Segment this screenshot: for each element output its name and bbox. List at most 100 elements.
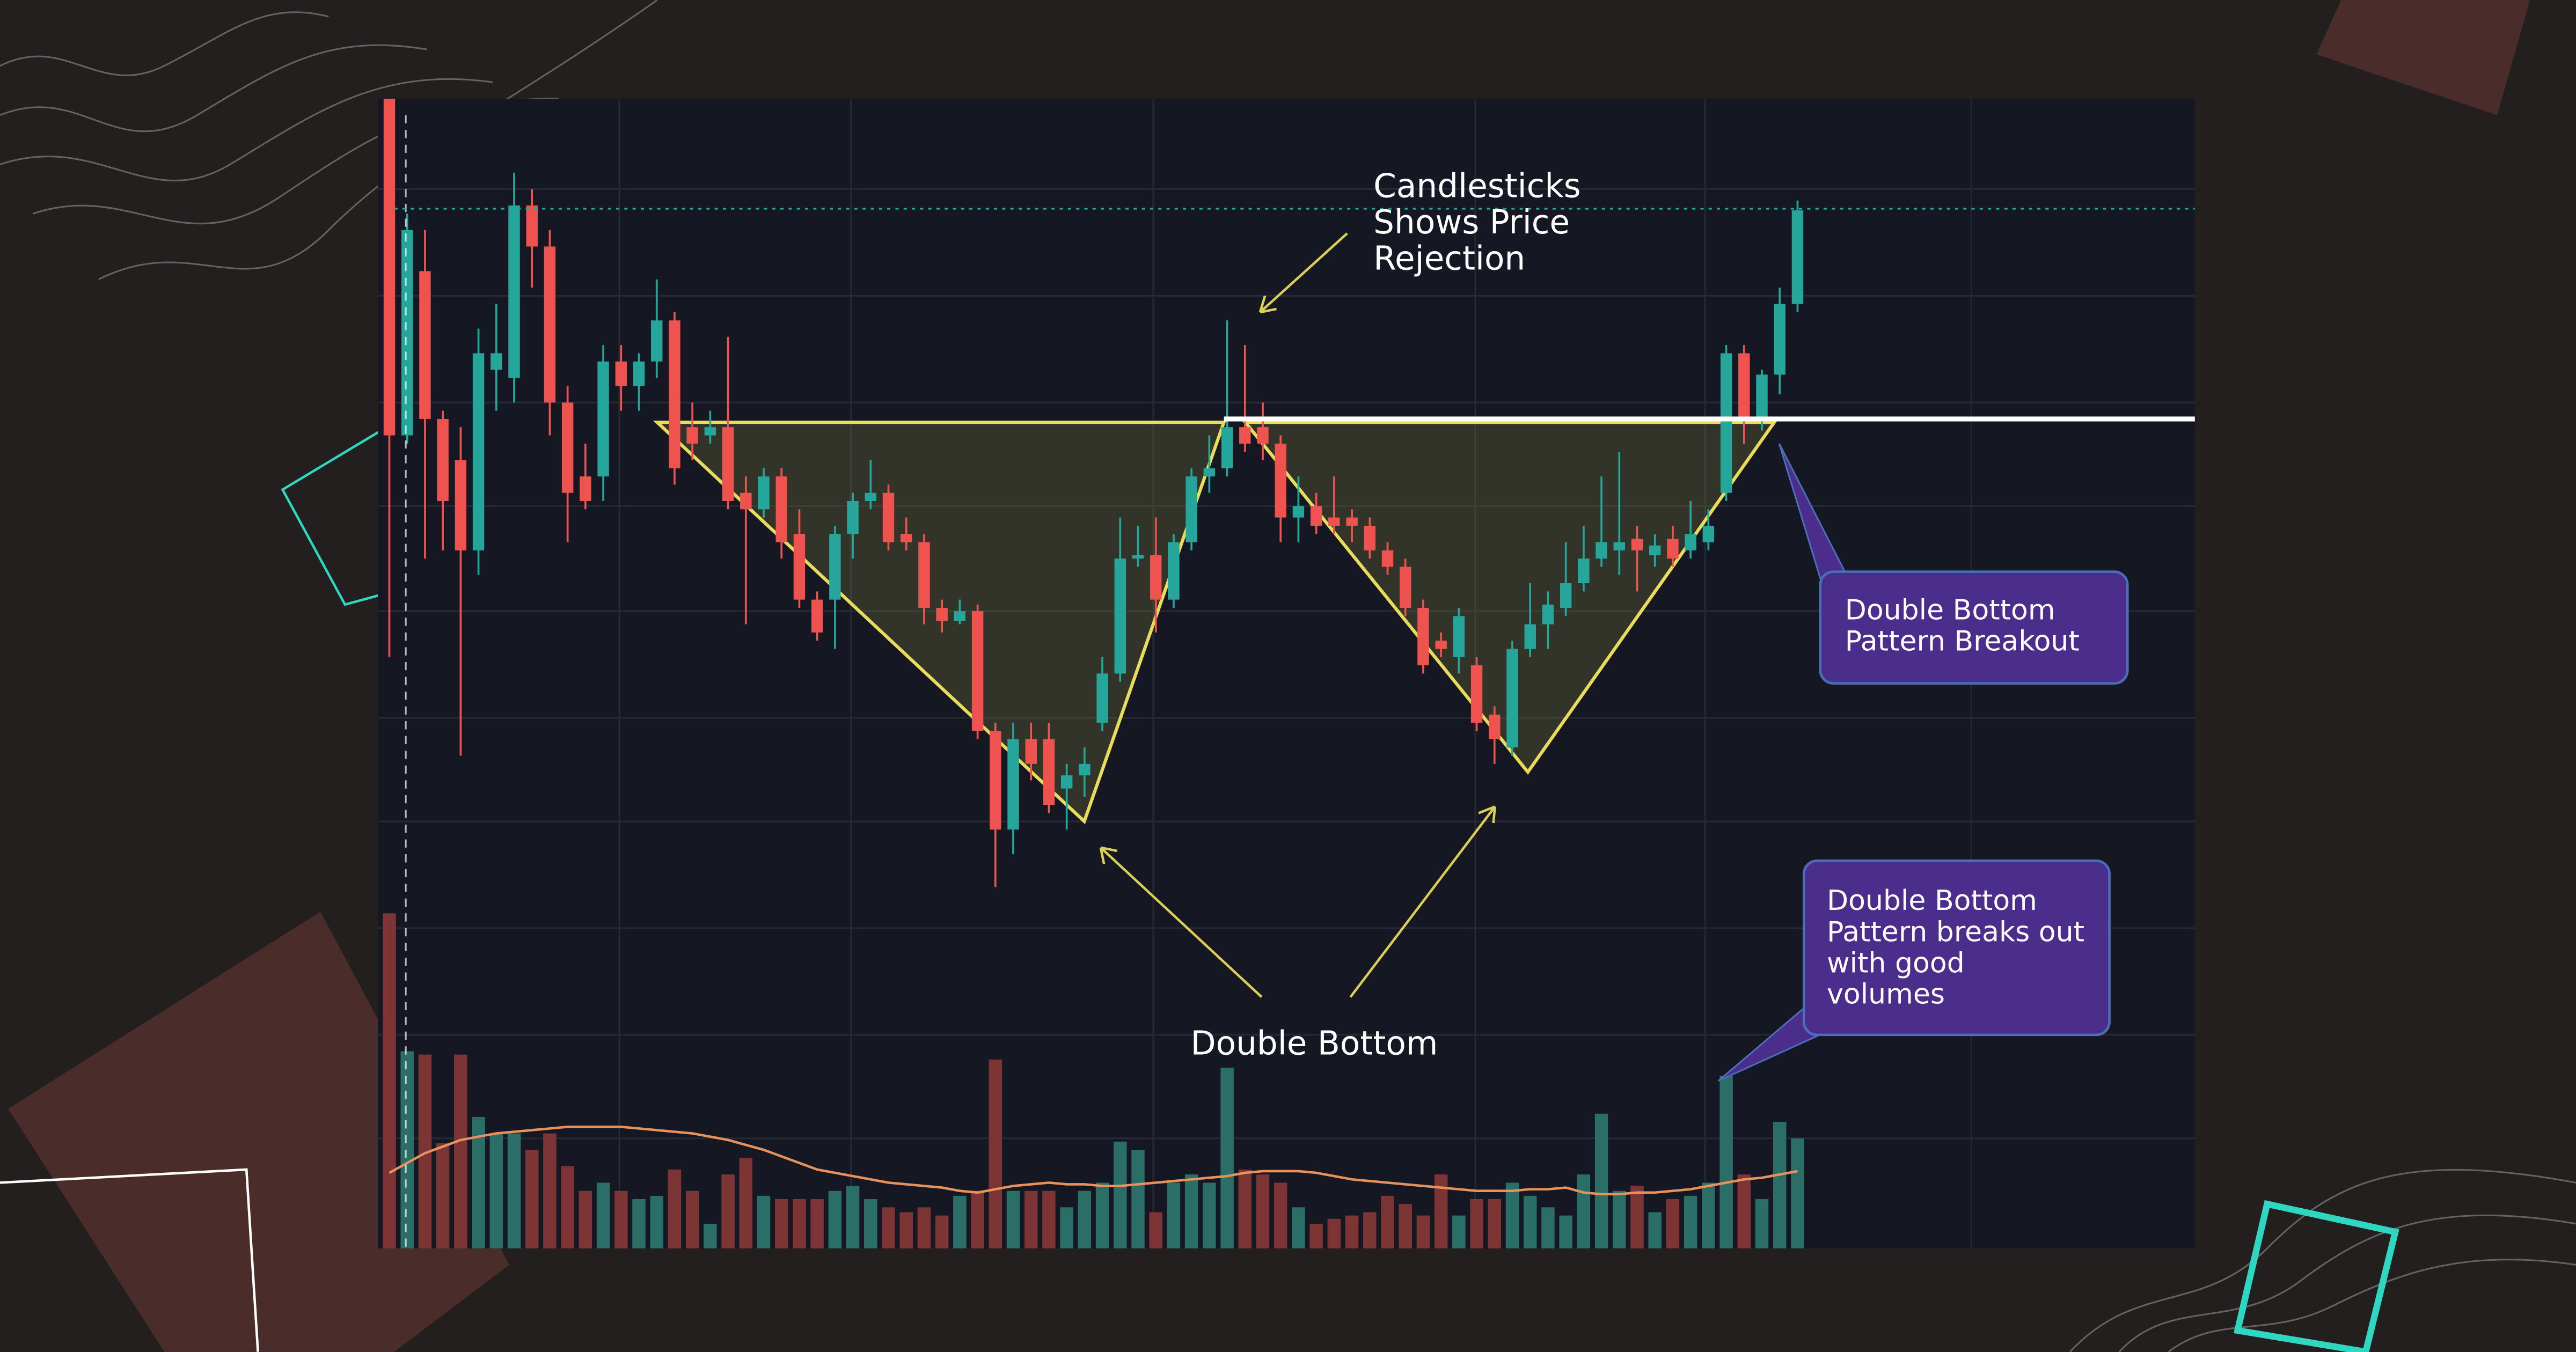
candle-body xyxy=(544,246,556,403)
candle-body xyxy=(1774,304,1785,375)
volume-bar xyxy=(1184,1174,1198,1248)
candle-body xyxy=(472,353,485,550)
volume-bar xyxy=(828,1191,842,1248)
decor-square xyxy=(2316,0,2530,115)
volume-bar xyxy=(1309,1223,1323,1248)
volume-bar xyxy=(436,1143,450,1248)
volume-bar xyxy=(632,1199,646,1248)
volume-bar xyxy=(1577,1174,1591,1248)
candle-body xyxy=(1043,739,1055,805)
candle-body xyxy=(722,427,734,501)
volume-bar xyxy=(1292,1207,1305,1248)
candle-body xyxy=(651,320,663,362)
candle-body xyxy=(1791,210,1804,304)
volume-bar xyxy=(1095,1182,1109,1248)
candle-body xyxy=(1257,427,1269,444)
volume-bar xyxy=(1559,1215,1572,1248)
candle-body xyxy=(793,534,806,600)
volume-bar xyxy=(757,1195,771,1248)
candle-body xyxy=(633,361,645,386)
callout-text: Double Bottom xyxy=(1827,885,2037,917)
candle-body xyxy=(1007,739,1019,830)
candle-body xyxy=(561,402,574,493)
candle-body xyxy=(1489,714,1501,739)
volume-bar xyxy=(1737,1174,1751,1248)
volume-bar xyxy=(1452,1215,1466,1248)
candle-body xyxy=(437,418,449,501)
callout-text: volumes xyxy=(1827,979,1945,1011)
volume-bar xyxy=(579,1191,592,1248)
candle-body xyxy=(1649,545,1661,555)
candle-body xyxy=(936,607,948,621)
candle-body xyxy=(1221,427,1233,468)
callout-text: Pattern breaks out xyxy=(1827,916,2084,948)
candle-body xyxy=(1132,555,1144,559)
volume-bar xyxy=(1381,1195,1394,1248)
candle-body xyxy=(1738,353,1750,419)
callout-text: Double Bottom xyxy=(1845,594,2055,626)
volume-bar xyxy=(899,1212,913,1248)
volume-bar xyxy=(1666,1199,1680,1248)
candle-body xyxy=(829,534,841,600)
volume-bar xyxy=(1648,1212,1662,1248)
annotation-text: Rejection xyxy=(1373,239,1525,277)
volume-bar xyxy=(1791,1138,1804,1248)
volume-bar xyxy=(971,1191,984,1248)
volume-bar xyxy=(1274,1182,1287,1248)
candle-body xyxy=(1453,616,1465,657)
candle-body xyxy=(1542,604,1554,624)
candle-body xyxy=(758,476,770,510)
candle-body xyxy=(1346,517,1358,526)
candle-body xyxy=(1417,607,1429,666)
volume-bar xyxy=(1078,1191,1092,1248)
volume-bar xyxy=(704,1223,717,1248)
candle-body xyxy=(1702,525,1715,542)
candle-body xyxy=(971,611,984,731)
candle-body xyxy=(1025,739,1037,764)
annotation-text: Double Bottom xyxy=(1191,1025,1438,1063)
volume-bar xyxy=(917,1207,931,1248)
volume-bar xyxy=(561,1166,574,1248)
volume-bar xyxy=(953,1195,967,1248)
volume-bar xyxy=(1488,1199,1502,1248)
volume-bar xyxy=(1042,1191,1056,1248)
candle-body xyxy=(1096,673,1108,723)
candle-body xyxy=(597,361,609,477)
candle-body xyxy=(882,493,895,542)
volume-bar xyxy=(1060,1207,1073,1248)
volume-bar xyxy=(472,1116,485,1248)
volume-bar xyxy=(1684,1195,1697,1248)
candle-body xyxy=(1756,374,1768,419)
volume-bar xyxy=(1363,1212,1377,1248)
candle-body xyxy=(1685,534,1696,550)
volume-bar xyxy=(846,1186,860,1248)
volume-bar xyxy=(1613,1191,1626,1248)
volume-bar xyxy=(1719,1076,1733,1248)
candle-body xyxy=(1400,567,1411,608)
candle-body xyxy=(1310,506,1322,526)
candle-body xyxy=(1060,775,1073,789)
candle-body xyxy=(419,271,431,419)
volume-bar xyxy=(1220,1068,1234,1248)
candle-body xyxy=(1079,763,1091,776)
volume-bar xyxy=(1114,1141,1127,1248)
candle-body xyxy=(1435,641,1447,649)
volume-bar xyxy=(1149,1212,1162,1248)
candle-body xyxy=(918,542,930,608)
volume-bar xyxy=(596,1182,610,1248)
volume-bar xyxy=(739,1158,753,1248)
volume-bar xyxy=(935,1215,949,1248)
candle-body xyxy=(1524,624,1536,649)
volume-bar xyxy=(1630,1186,1644,1248)
volume-bar xyxy=(489,1133,503,1248)
volume-bar xyxy=(989,1059,1002,1248)
callout-text: with good xyxy=(1827,947,1965,980)
volume-bar xyxy=(1256,1174,1270,1248)
volume-bar xyxy=(793,1199,806,1248)
volume-bar xyxy=(1238,1169,1252,1248)
candle-body xyxy=(847,501,859,534)
candle-body xyxy=(954,611,966,621)
volume-bar xyxy=(650,1195,663,1248)
candle-body xyxy=(615,361,627,386)
